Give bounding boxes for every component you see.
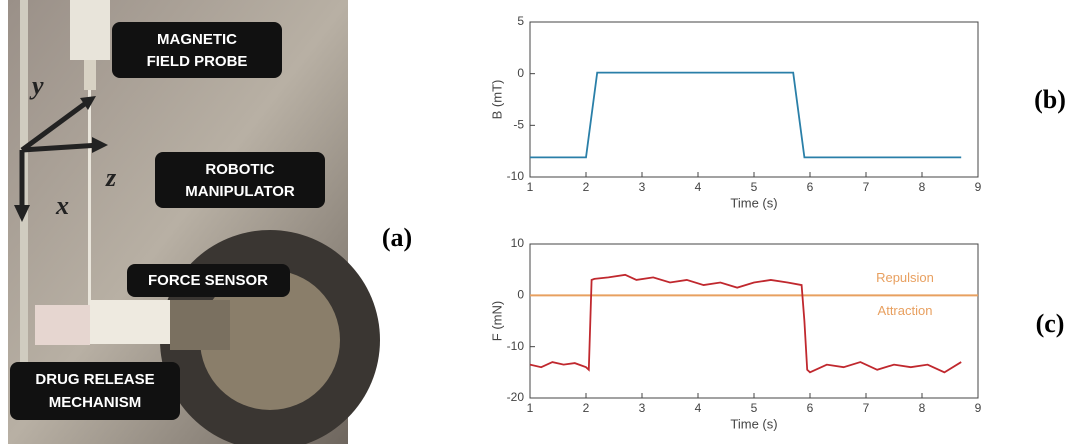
photo-label: MAGNETIC xyxy=(157,31,237,48)
data-line xyxy=(529,273,962,374)
plot-frame xyxy=(529,243,979,399)
x-tick-label: 9 xyxy=(975,180,982,194)
x-tick-label: 8 xyxy=(919,401,926,415)
photo-label: FORCE SENSOR xyxy=(148,272,268,289)
y-tick-label: 0 xyxy=(517,66,524,80)
photo-label: ROBOTIC xyxy=(205,161,274,178)
label-box xyxy=(127,264,290,297)
y-axis-label: F (mN) xyxy=(489,301,504,341)
photo-label: MANIPULATOR xyxy=(185,183,295,200)
photo-label: MECHANISM xyxy=(49,394,142,411)
panel-label: (c) xyxy=(1036,309,1065,338)
axes-arrows xyxy=(14,96,108,222)
axis-letter: z xyxy=(105,163,117,192)
x-tick-label: 3 xyxy=(639,180,646,194)
y-tick-label: -10 xyxy=(507,169,525,183)
x-tick-label: 7 xyxy=(863,401,870,415)
probe-rod xyxy=(88,90,91,330)
x-tick-label: 1 xyxy=(527,180,534,194)
manipulator-face xyxy=(200,270,340,410)
photo: y x z MAGNETIC FIELD PROBE ROBOTIC MANIP… xyxy=(8,0,380,444)
x-tick-label: 7 xyxy=(863,180,870,194)
panel-label: (b) xyxy=(1034,85,1066,114)
label-box xyxy=(155,152,325,208)
y-tick-label: -10 xyxy=(507,339,525,353)
x-tick-label: 9 xyxy=(975,401,982,415)
x-tick-label: 3 xyxy=(639,401,646,415)
drug-release xyxy=(35,305,90,345)
x-tick-label: 6 xyxy=(807,401,814,415)
x-tick-label: 4 xyxy=(695,401,702,415)
y-tick-label: 5 xyxy=(517,14,524,28)
panel-label: (a) xyxy=(382,223,412,252)
axis-letter: y xyxy=(29,71,44,100)
data-line xyxy=(530,71,962,159)
x-tick-label: 8 xyxy=(919,180,926,194)
y-axis-label: B (mT) xyxy=(489,80,504,120)
y-tick-label: 10 xyxy=(511,236,525,250)
label-box xyxy=(10,362,180,420)
x-tick-label: 5 xyxy=(751,180,758,194)
x-tick-label: 1 xyxy=(527,401,534,415)
x-axis-label: Time (s) xyxy=(730,195,777,210)
probe-tip xyxy=(84,60,96,90)
x-tick-label: 5 xyxy=(751,401,758,415)
label-box xyxy=(112,22,282,78)
axis-letter: x xyxy=(55,191,69,220)
y-tick-label: 0 xyxy=(517,288,524,302)
plot-frame xyxy=(529,21,979,178)
sensor-mount xyxy=(170,300,230,350)
photo-label: FIELD PROBE xyxy=(147,53,248,70)
x-tick-label: 4 xyxy=(695,180,702,194)
x-tick-label: 2 xyxy=(583,401,590,415)
x-tick-label: 2 xyxy=(583,180,590,194)
x-axis-label: Time (s) xyxy=(730,416,777,431)
photo-label: DRUG RELEASE xyxy=(35,371,154,388)
x-tick-label: 6 xyxy=(807,180,814,194)
probe-body xyxy=(70,0,110,60)
force-sensor xyxy=(90,300,170,344)
y-tick-label: -5 xyxy=(513,118,524,132)
annotation: Attraction xyxy=(878,303,933,318)
annotation: Repulsion xyxy=(876,270,934,285)
y-tick-label: -20 xyxy=(507,390,525,404)
